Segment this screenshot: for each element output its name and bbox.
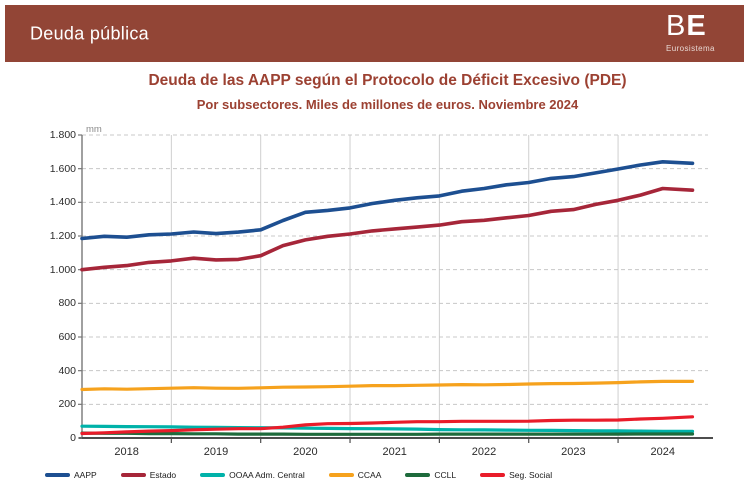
y-axis-unit-label: mm xyxy=(86,124,102,135)
x-axis-tick-label: 2019 xyxy=(203,446,229,458)
legend-item: Seg. Social xyxy=(480,470,552,480)
legend-label: Seg. Social xyxy=(509,470,553,480)
plot-area xyxy=(78,134,713,443)
y-axis-tick-label: 1.400 xyxy=(49,196,76,209)
series-line-aapp xyxy=(80,159,695,241)
chart-subtitle: Por subsectores. Miles de millones de eu… xyxy=(196,97,579,112)
banco-de-espana-logo: BE Eurosistema xyxy=(666,11,726,53)
y-axis-tick-label: 1.000 xyxy=(49,263,76,276)
y-axis-tick-label: 1.800 xyxy=(49,129,76,141)
y-axis-tick-label: 1.200 xyxy=(49,230,76,242)
legend-swatch xyxy=(200,473,226,477)
y-axis-tick-label: 600 xyxy=(58,331,76,343)
series-line-seg-social xyxy=(80,415,695,436)
logo-be-letters: BE xyxy=(666,10,707,42)
x-axis-tick-label: 2024 xyxy=(650,446,675,458)
legend-label: AAPP xyxy=(74,470,97,480)
legend-item: Estado xyxy=(120,470,177,480)
legend-swatch xyxy=(45,473,70,477)
legend-item: AAPP xyxy=(45,470,97,480)
app-header: Deuda pública BE Eurosistema xyxy=(5,5,744,62)
series-line-ooaa-adm-central xyxy=(80,424,695,433)
series-line-estado xyxy=(80,186,695,272)
y-axis-tick-label: 800 xyxy=(58,297,76,310)
legend-item: CCAA xyxy=(328,470,382,480)
logo-eurosistema-label: Eurosistema xyxy=(666,44,715,53)
x-axis-tick-label: 2023 xyxy=(561,446,586,458)
y-axis-tick-label: 200 xyxy=(58,398,76,411)
page-title: Deuda pública xyxy=(30,23,149,43)
x-axis-tick-label: 2018 xyxy=(114,446,139,458)
legend-label: CCAA xyxy=(357,470,382,480)
y-axis-tick-label: 0 xyxy=(70,432,76,444)
title-block: Deuda de las AAPP según el Protocolo de … xyxy=(0,72,749,112)
legend-swatch xyxy=(120,473,146,477)
x-axis-tick-label: 2021 xyxy=(382,446,407,458)
chart-title: Deuda de las AAPP según el Protocolo de … xyxy=(148,72,627,89)
legend-label: OOAA Adm. Central xyxy=(229,470,305,480)
legend-item: OOAA Adm. Central xyxy=(200,470,305,480)
series-line-ccaa xyxy=(80,379,695,392)
x-axis-tick-label: 2020 xyxy=(293,446,318,458)
legend-swatch xyxy=(405,473,431,477)
legend-label: CCLL xyxy=(434,470,457,480)
y-axis-tick-label: 400 xyxy=(58,364,76,377)
x-axis-tick-label: 2022 xyxy=(471,446,497,458)
y-axis-tick-label: 1.600 xyxy=(49,162,76,175)
legend-item: CCLL xyxy=(405,470,456,480)
chart-legend: AAPP Estado OOAA Adm. Central CCAA CCLL Seg. … xyxy=(45,470,552,480)
legend-swatch xyxy=(480,473,506,477)
series-line-ccll xyxy=(80,431,695,436)
legend-swatch xyxy=(328,473,354,477)
legend-label: Estado xyxy=(149,470,177,480)
